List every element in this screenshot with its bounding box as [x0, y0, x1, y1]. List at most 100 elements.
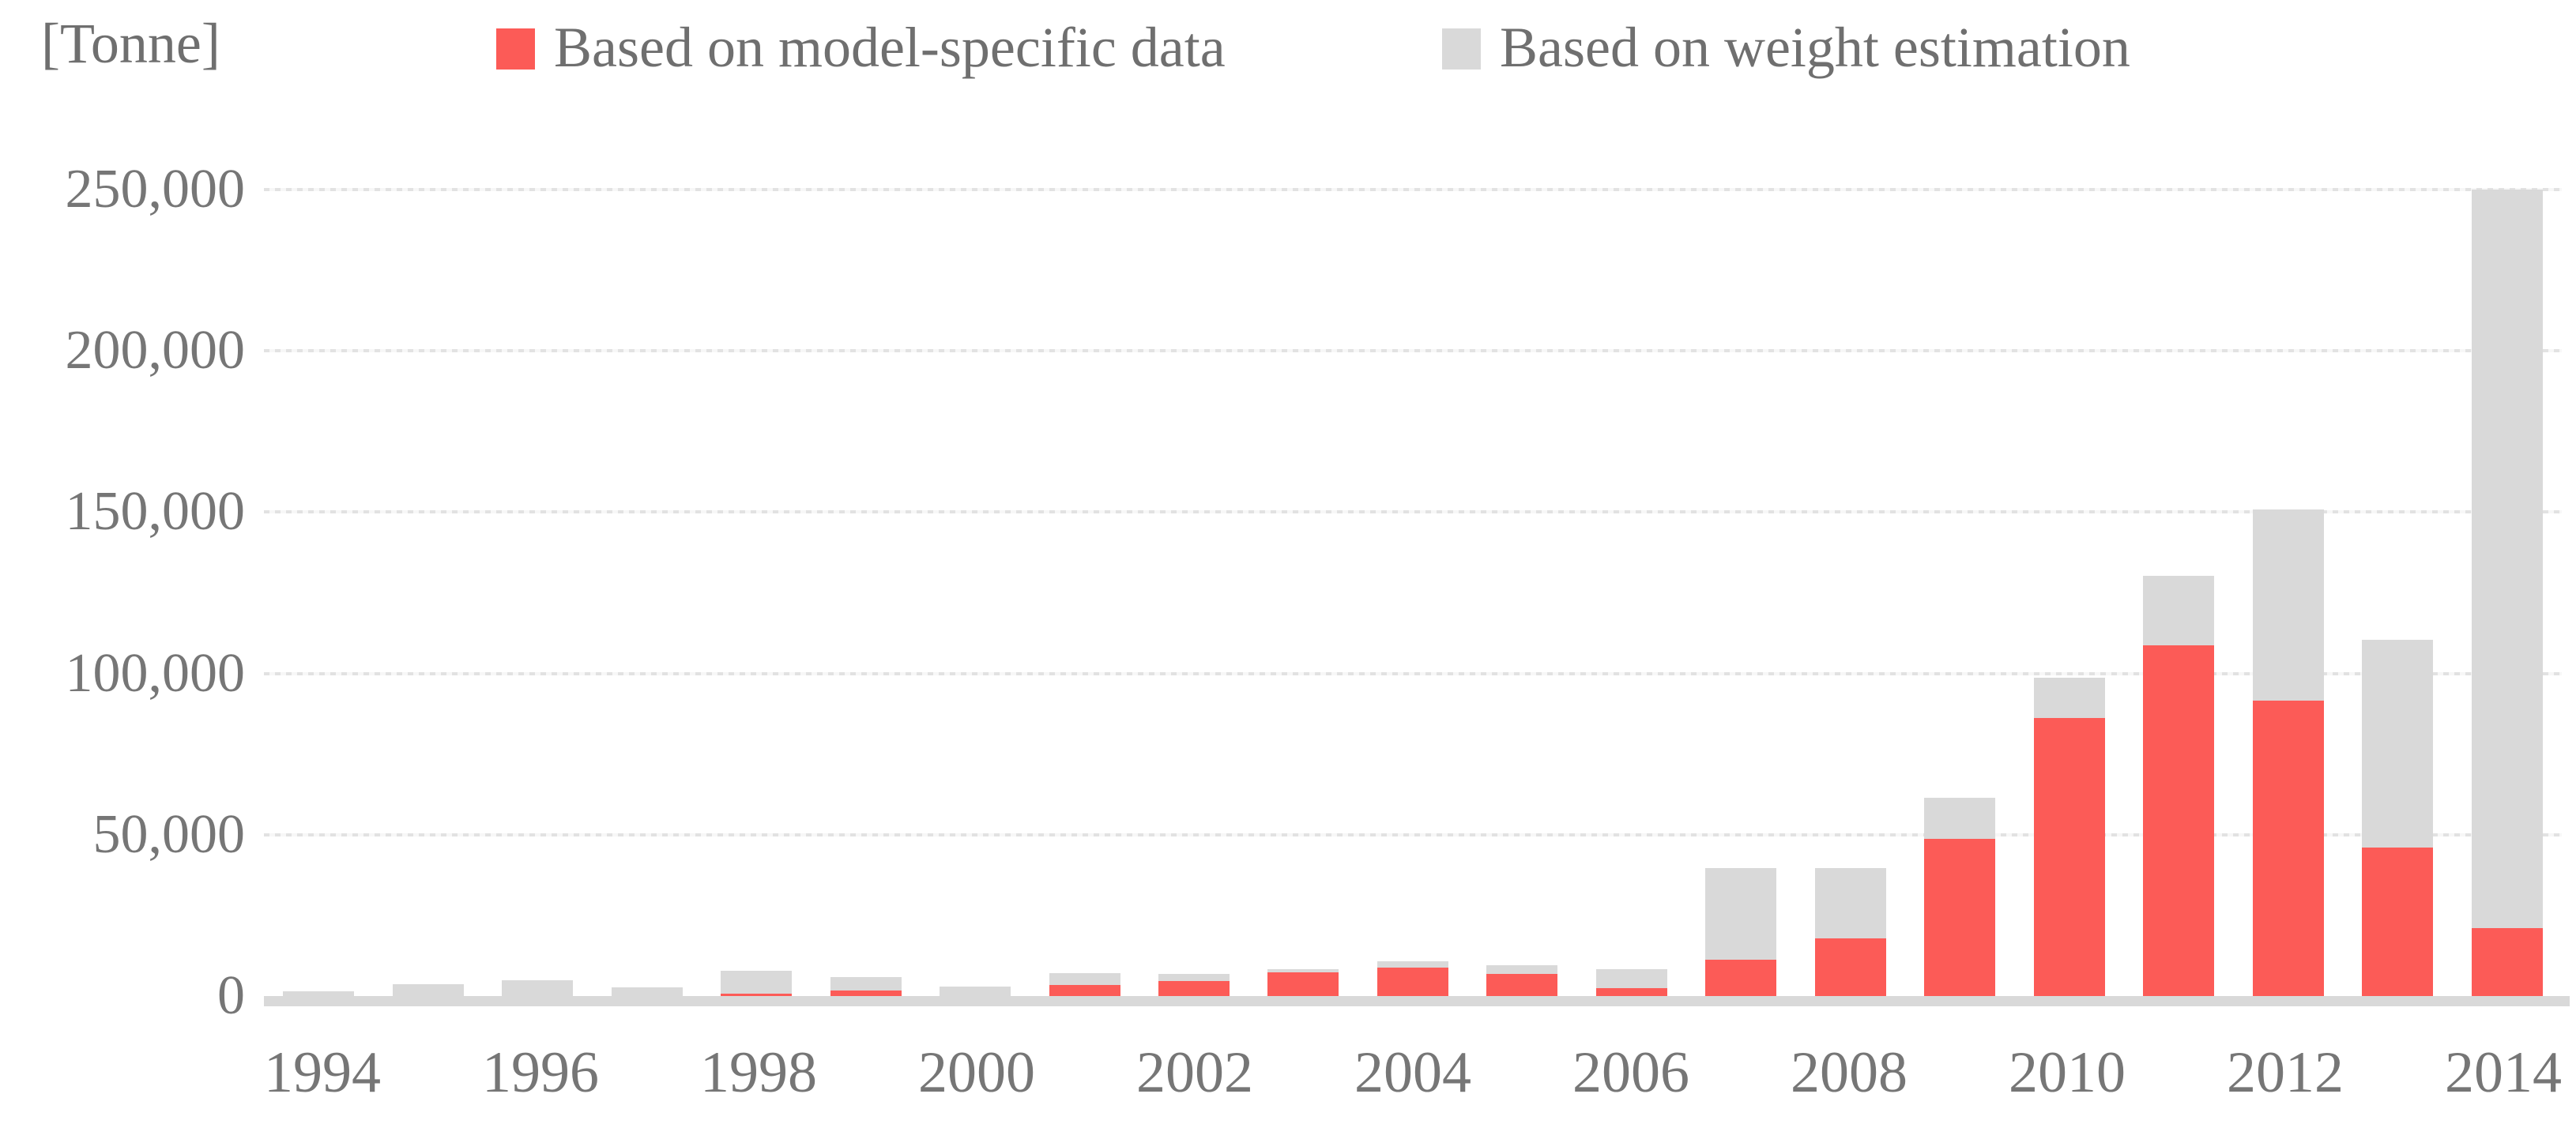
x-tick-spacer-1995 [381, 1041, 482, 1112]
bar-1999-model-specific-segment [830, 991, 902, 996]
x-tick-spacer-2013 [2344, 1041, 2445, 1112]
bar-group-2005 [1467, 190, 1576, 996]
legend-label-weight-estimation: Based on weight estimation [1500, 16, 2130, 79]
bar-2012-model-specific-segment [2252, 700, 2324, 996]
bar-2005-model-specific-segment [1486, 973, 1558, 996]
bar-1999-weight-estimation-segment [830, 976, 902, 991]
bar-1998-model-specific-segment [721, 994, 793, 996]
legend-swatch-red-icon [496, 28, 535, 70]
x-tick-label-2012: 2012 [2227, 1040, 2344, 1105]
bar-group-2011 [2124, 190, 2233, 996]
x-tick-spacer-2005 [1471, 1041, 1572, 1112]
bar-2007-model-specific-segment [1705, 959, 1777, 996]
x-tick-spacer-1997 [599, 1041, 700, 1112]
y-axis: 0 50,000 100,000 150,000 200,000 250,000 [0, 0, 246, 1124]
bar-group-2014 [2452, 190, 2561, 996]
gridline-200000 [264, 349, 2562, 353]
plot-area [264, 188, 2570, 1006]
y-tick-label-200000: 200,000 [65, 320, 246, 382]
y-tick-label-150000: 150,000 [65, 481, 246, 543]
bar-2012-weight-estimation-segment [2252, 509, 2324, 701]
bar-2007-weight-estimation-segment [1705, 867, 1777, 960]
bar-2008-model-specific-segment [1814, 938, 1886, 996]
bar-group-1995 [373, 190, 482, 996]
bar-group-2012 [2233, 190, 2342, 996]
bar-group-1996 [483, 190, 592, 996]
bar-2005-weight-estimation-segment [1486, 965, 1558, 974]
bar-2008-weight-estimation-segment [1814, 867, 1886, 938]
bar-2013-model-specific-segment [2362, 848, 2434, 996]
x-tick-label-1994: 1994 [264, 1040, 381, 1105]
x-tick-label-1998: 1998 [700, 1040, 817, 1105]
gridline-150000 [264, 510, 2562, 514]
bar-2010-model-specific-segment [2033, 717, 2105, 996]
bar-group-2009 [1905, 190, 2014, 996]
bar-2014-weight-estimation-segment [2471, 190, 2543, 928]
bar-group-1997 [592, 190, 701, 996]
bar-group-2008 [1796, 190, 1905, 996]
x-tick-label-2002: 2002 [1136, 1040, 1253, 1105]
bar-1995-weight-estimation-segment [392, 983, 464, 996]
bar-1998-weight-estimation-segment [721, 971, 793, 994]
y-axis-unit-label: [Tonne] [41, 12, 220, 75]
bar-2004-model-specific-segment [1377, 968, 1448, 996]
x-tick-label-2006: 2006 [1572, 1040, 1689, 1105]
x-tick-spacer-2009 [1908, 1041, 2009, 1112]
x-tick-label-2000: 2000 [918, 1040, 1035, 1105]
bar-2009-weight-estimation-segment [1924, 797, 1996, 840]
legend-entry-weight-estimation: Based on weight estimation [1442, 19, 2130, 76]
bar-2004-weight-estimation-segment [1377, 960, 1448, 968]
bar-group-2010 [2015, 190, 2124, 996]
x-tick-label-2004: 2004 [1354, 1040, 1471, 1105]
bar-2001-weight-estimation-segment [1049, 973, 1120, 986]
gridline-100000 [264, 671, 2562, 675]
bar-2006-model-specific-segment [1595, 987, 1667, 996]
x-tick-label-1996: 1996 [482, 1040, 599, 1105]
x-tick-spacer-2011 [2126, 1041, 2227, 1112]
bar-group-2006 [1577, 190, 1686, 996]
bar-1996-weight-estimation-segment [502, 980, 574, 996]
x-tick-spacer-2001 [1035, 1041, 1136, 1112]
bars-container [264, 190, 2562, 996]
bar-1994-weight-estimation-segment [283, 991, 355, 996]
bar-2006-weight-estimation-segment [1595, 969, 1667, 988]
x-axis-line [264, 996, 2570, 1006]
bar-group-2000 [921, 190, 1030, 996]
bar-2003-model-specific-segment [1267, 972, 1339, 996]
bar-group-2004 [1358, 190, 1467, 996]
bar-2000-weight-estimation-segment [940, 987, 1011, 996]
x-tick-label-2014: 2014 [2445, 1040, 2562, 1105]
y-tick-label-100000: 100,000 [65, 642, 246, 704]
x-tick-spacer-2007 [1689, 1041, 1791, 1112]
bar-2013-weight-estimation-segment [2362, 640, 2434, 848]
bar-1997-weight-estimation-segment [611, 987, 683, 996]
bar-2011-model-specific-segment [2143, 645, 2215, 996]
legend-entry-model-specific: Based on model-specific data [496, 19, 1226, 76]
legend-swatch-gray-icon [1442, 28, 1481, 70]
x-tick-spacer-1999 [817, 1041, 918, 1112]
x-tick-label-2008: 2008 [1791, 1040, 1908, 1105]
bar-2009-model-specific-segment [1924, 839, 1996, 996]
bar-2001-model-specific-segment [1049, 985, 1120, 996]
x-axis: 1994 1996 1998 2000 2002 2004 2006 2008 2010 2012… [264, 1041, 2562, 1112]
bar-group-2003 [1248, 190, 1358, 996]
bar-group-2013 [2343, 190, 2452, 996]
bar-group-2001 [1030, 190, 1139, 996]
bar-2011-weight-estimation-segment [2143, 575, 2215, 646]
bar-2003-weight-estimation-segment [1267, 969, 1339, 973]
y-tick-label-50000: 50,000 [92, 803, 246, 865]
bar-2002-weight-estimation-segment [1158, 973, 1230, 981]
gridline-250000 [264, 188, 2562, 191]
gridline-50000 [264, 833, 2562, 836]
y-tick-label-0: 0 [217, 965, 245, 1026]
bar-group-2007 [1686, 190, 1795, 996]
x-tick-label-2010: 2010 [2009, 1040, 2126, 1105]
bar-group-1998 [702, 190, 811, 996]
bar-2010-weight-estimation-segment [2033, 677, 2105, 718]
x-tick-spacer-2003 [1253, 1041, 1354, 1112]
bar-2014-model-specific-segment [2471, 927, 2543, 996]
bar-group-2002 [1139, 190, 1248, 996]
bar-2002-model-specific-segment [1158, 980, 1230, 996]
y-tick-label-250000: 250,000 [65, 159, 246, 220]
